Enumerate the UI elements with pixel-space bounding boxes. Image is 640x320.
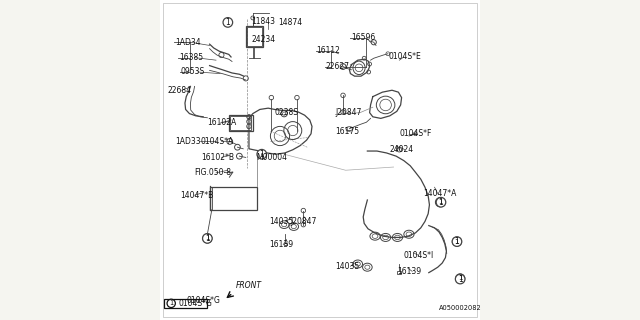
Text: 14874: 14874 <box>278 18 302 27</box>
Text: 14035: 14035 <box>269 217 293 226</box>
Text: J20847: J20847 <box>335 108 362 117</box>
Circle shape <box>436 197 445 207</box>
Text: 1: 1 <box>225 18 230 27</box>
Text: 22627: 22627 <box>326 62 349 71</box>
Circle shape <box>257 149 267 159</box>
Text: 16385: 16385 <box>179 53 204 62</box>
Text: 0104S*A: 0104S*A <box>201 137 234 146</box>
Text: 1: 1 <box>259 150 264 159</box>
Text: 22684: 22684 <box>167 86 191 95</box>
Circle shape <box>452 237 462 246</box>
Text: FIG.050-8: FIG.050-8 <box>195 168 232 177</box>
Text: 14047*A: 14047*A <box>423 189 456 198</box>
Circle shape <box>456 274 465 283</box>
Text: 16102*B: 16102*B <box>201 153 234 162</box>
Text: 0104S*G: 0104S*G <box>186 296 220 305</box>
Text: 1: 1 <box>454 237 460 246</box>
Bar <box>230 116 252 130</box>
Circle shape <box>167 299 175 308</box>
Bar <box>247 27 262 46</box>
Text: 0104S*E: 0104S*E <box>388 52 422 61</box>
Circle shape <box>452 237 461 246</box>
Text: 16112: 16112 <box>316 46 340 55</box>
Text: 24024: 24024 <box>390 145 414 154</box>
Text: 16139: 16139 <box>397 267 422 276</box>
Text: M00004: M00004 <box>257 153 287 162</box>
Text: 14035: 14035 <box>335 262 360 271</box>
Text: 1: 1 <box>438 199 442 205</box>
Text: 1: 1 <box>458 276 463 281</box>
Text: 1: 1 <box>458 275 463 284</box>
Circle shape <box>435 198 445 207</box>
Text: 16139: 16139 <box>269 240 293 249</box>
Text: J20847: J20847 <box>291 217 317 226</box>
Text: 0953S: 0953S <box>181 68 205 76</box>
Circle shape <box>202 234 212 243</box>
Circle shape <box>203 234 212 243</box>
Text: 16596: 16596 <box>351 33 376 42</box>
Text: 11843: 11843 <box>251 17 275 26</box>
Text: 1: 1 <box>454 239 460 244</box>
Circle shape <box>223 18 233 27</box>
Text: 0104S*I: 0104S*I <box>404 251 434 260</box>
Text: 1AD33: 1AD33 <box>175 137 201 146</box>
Text: 16175: 16175 <box>335 127 360 136</box>
Bar <box>397 271 401 274</box>
Bar <box>164 299 207 308</box>
Text: A050002082: A050002082 <box>439 305 482 311</box>
Bar <box>229 115 253 131</box>
Bar <box>246 26 264 47</box>
Text: 16102A: 16102A <box>207 118 237 127</box>
Text: 1AD34: 1AD34 <box>175 38 201 47</box>
Text: 14047*B: 14047*B <box>180 191 213 200</box>
Text: 1: 1 <box>438 198 444 207</box>
Circle shape <box>455 274 465 284</box>
Bar <box>284 243 287 245</box>
Text: 0238S: 0238S <box>275 108 298 117</box>
Text: 0104S*F: 0104S*F <box>399 129 432 138</box>
Text: 1: 1 <box>205 234 210 243</box>
Text: 24234: 24234 <box>251 36 275 44</box>
Bar <box>210 187 257 210</box>
Text: 0104S*G: 0104S*G <box>179 299 212 308</box>
Text: FRONT: FRONT <box>236 281 262 290</box>
Text: 1: 1 <box>169 300 173 306</box>
Text: 1: 1 <box>205 236 210 241</box>
